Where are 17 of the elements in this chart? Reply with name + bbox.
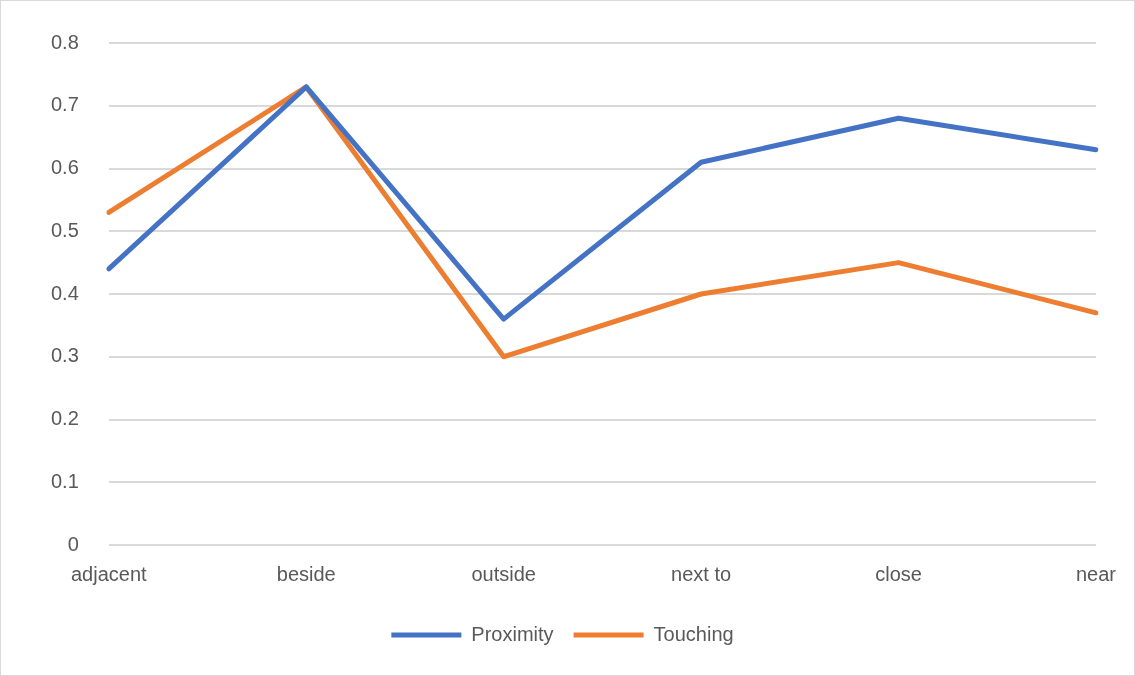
y-tick-label: 0.2 (50, 407, 79, 430)
x-tick-label: close (875, 562, 922, 585)
legend-label: Touching (653, 622, 734, 645)
y-tick-label: 0 (67, 532, 79, 555)
x-tick-label: adjacent (70, 562, 148, 585)
y-tick-label: 0.1 (50, 469, 79, 492)
x-tick-label: near (1075, 562, 1117, 585)
y-tick-label: 0.7 (50, 93, 79, 116)
y-tick-label: 0.6 (50, 156, 79, 179)
x-tick-label: beside (276, 562, 336, 585)
x-tick-label: next to (671, 562, 732, 585)
y-tick-label: 0.8 (50, 30, 79, 53)
x-tick-label: outside (471, 562, 536, 585)
y-tick-label: 0.5 (50, 218, 79, 241)
y-tick-label: 0.4 (50, 281, 79, 304)
y-tick-label: 0.3 (50, 344, 79, 367)
legend-label: Proximity (471, 622, 554, 645)
